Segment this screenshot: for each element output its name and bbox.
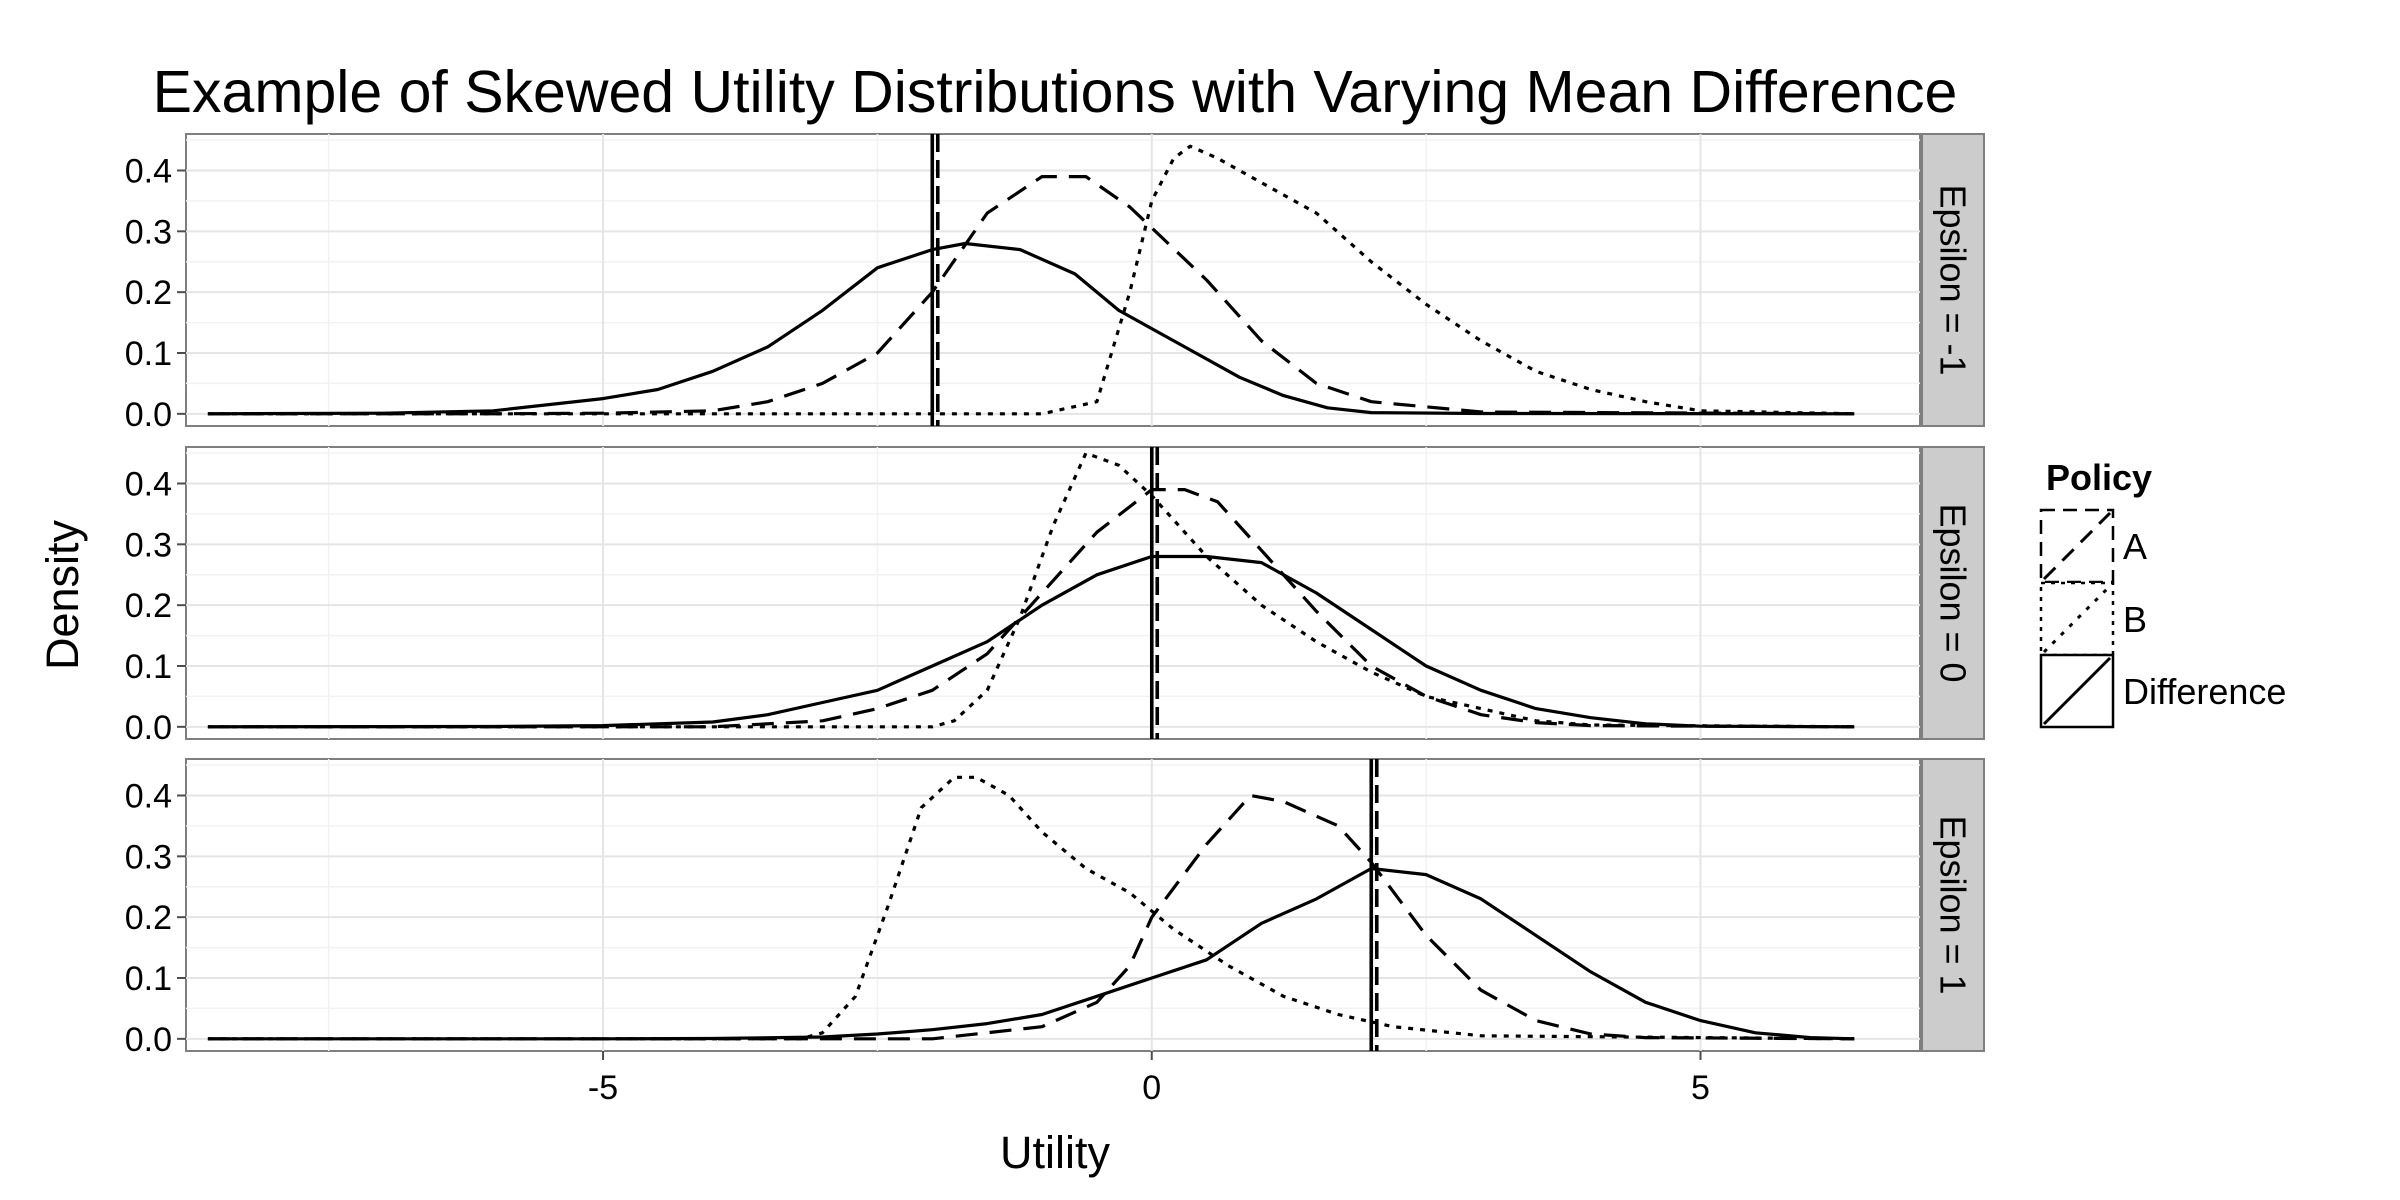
facet-strip-label: Epsilon = 1 bbox=[1933, 815, 1974, 994]
chart-title: Example of Skewed Utility Distributions … bbox=[153, 59, 1958, 125]
y-tick-label: 0.2 bbox=[125, 899, 172, 937]
y-tick-label: 0.4 bbox=[125, 153, 172, 191]
facet-strip-label: Epsilon = 0 bbox=[1933, 503, 1974, 682]
y-tick-label: 0.2 bbox=[125, 274, 172, 312]
y-tick-label: 0.3 bbox=[125, 213, 172, 251]
y-tick-label: 0.4 bbox=[125, 466, 172, 504]
series-line-a bbox=[207, 793, 1855, 1041]
y-tick-label: 0.0 bbox=[125, 709, 172, 747]
y-tick-label: 0.4 bbox=[125, 778, 172, 816]
facet-strip-label: Epsilon = -1 bbox=[1933, 184, 1974, 375]
y-tick-label: 0.3 bbox=[125, 526, 172, 564]
x-axis-title: Utility bbox=[1000, 1127, 1110, 1178]
y-tick-label: 0.1 bbox=[125, 960, 172, 998]
legend-key-line bbox=[2042, 656, 2112, 726]
series-line-difference bbox=[207, 241, 1855, 416]
legend-key-line bbox=[2042, 584, 2112, 654]
y-tick-label: 0.1 bbox=[125, 335, 172, 373]
panel-background bbox=[185, 133, 1921, 427]
legend-label-a: A bbox=[2123, 526, 2147, 567]
series-line-difference bbox=[207, 866, 1855, 1041]
panel-1: 0.0 0.1 0.2 0.3 0.4 Epsilon = -1 bbox=[125, 133, 1985, 434]
legend-key bbox=[2039, 581, 2115, 657]
panel-3: 0.0 0.1 0.2 0.3 0.4 Epsilon = 1 bbox=[125, 758, 1985, 1059]
panel-background bbox=[185, 758, 1921, 1052]
facet-strip bbox=[1921, 446, 1985, 740]
series-line-b bbox=[207, 144, 1855, 416]
legend-label-b: B bbox=[2123, 599, 2147, 640]
facet-strip bbox=[1921, 133, 1985, 427]
legend-key-line bbox=[2042, 511, 2112, 581]
legend-title: Policy bbox=[2046, 457, 2152, 498]
legend: Policy AB Difference bbox=[2039, 457, 2286, 729]
x-tick-label: 0 bbox=[1142, 1069, 1161, 1107]
series-line-b bbox=[207, 451, 1855, 729]
y-tick-label: 0.2 bbox=[125, 587, 172, 625]
series-line-a bbox=[207, 488, 1855, 729]
y-tick-label: 0.0 bbox=[125, 396, 172, 434]
x-tick-label: -5 bbox=[588, 1069, 618, 1107]
series-line-b bbox=[207, 775, 1855, 1041]
series-line-a bbox=[207, 175, 1855, 416]
x-axis: -5 0 5 bbox=[588, 1051, 1710, 1107]
y-tick-label: 0.0 bbox=[125, 1021, 172, 1059]
x-tick-label: 5 bbox=[1691, 1069, 1710, 1107]
facet-strip bbox=[1921, 758, 1985, 1052]
panel-background bbox=[185, 446, 1921, 740]
panel-2: 0.0 0.1 0.2 0.3 0.4 Epsilon = 0 bbox=[125, 446, 1985, 747]
y-tick-label: 0.3 bbox=[125, 838, 172, 876]
legend-label-difference: Difference bbox=[2123, 671, 2286, 712]
y-tick-label: 0.1 bbox=[125, 648, 172, 686]
y-axis-title: Density bbox=[37, 519, 88, 670]
